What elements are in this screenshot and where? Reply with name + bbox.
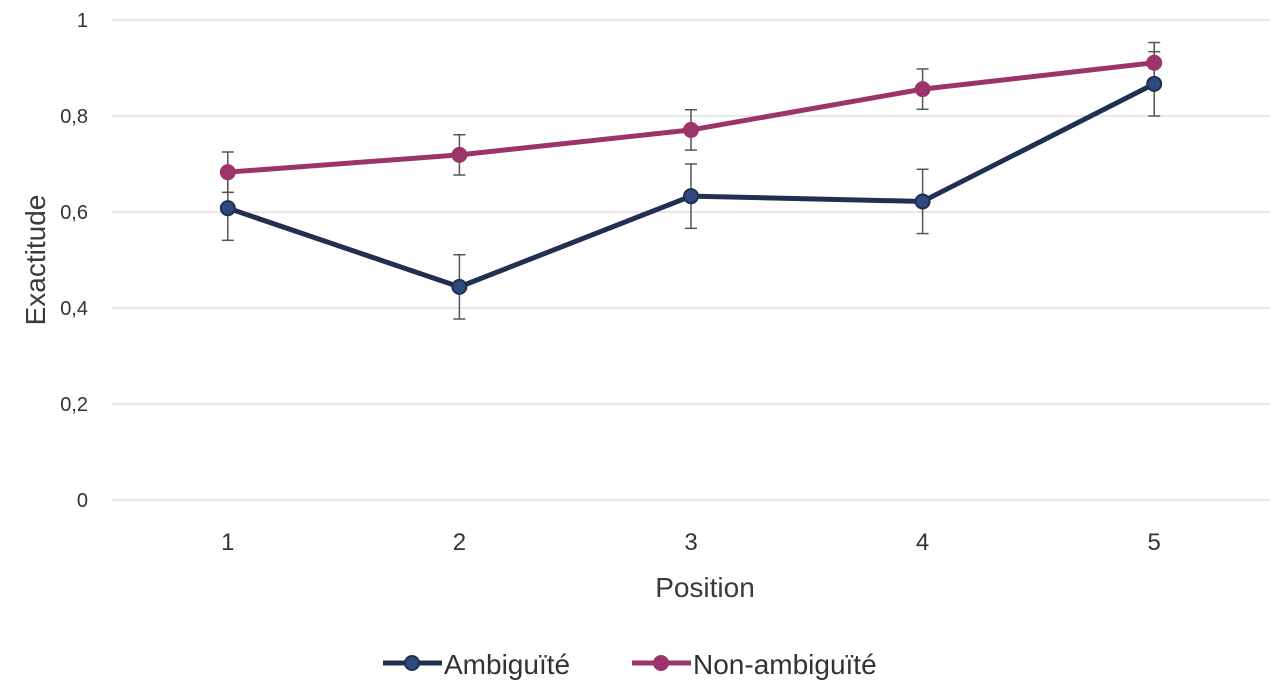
y-tick-labels: 0 0,2 0,4 0,6 0,8 1	[60, 10, 88, 512]
legend-label-ambiguite: Ambiguïté	[444, 649, 570, 680]
data-point	[1146, 54, 1163, 71]
y-tick-label: 1	[77, 10, 88, 32]
data-point	[683, 188, 699, 205]
data-point	[914, 193, 931, 210]
y-tick-label: 0,4	[60, 298, 88, 320]
y-tick-label: 0,8	[60, 106, 88, 128]
legend-label-non-ambiguite: Non-ambiguïté	[693, 649, 877, 680]
data-point	[1146, 75, 1163, 92]
legend-item-ambiguite: Ambiguïté	[383, 649, 570, 680]
data-point	[451, 146, 468, 163]
legend-item-non-ambiguite: Non-ambiguïté	[632, 649, 877, 680]
legend-swatch-marker	[404, 655, 420, 671]
x-tick-label: 3	[684, 529, 697, 556]
data-point	[219, 164, 236, 181]
series-markers	[219, 54, 1163, 295]
x-tick-label: 1	[221, 529, 234, 556]
legend: Ambiguïté Non-ambiguïté	[383, 649, 877, 680]
x-tick-label: 5	[1148, 529, 1161, 556]
y-axis-title: Exactitude	[20, 195, 51, 326]
x-tick-labels: 1 2 3 4 5	[221, 529, 1161, 556]
data-point	[683, 121, 699, 138]
data-point	[914, 81, 931, 98]
x-axis-title: Position	[655, 572, 755, 603]
y-tick-label: 0	[77, 490, 88, 512]
legend-swatch-marker	[653, 655, 669, 671]
data-point	[451, 278, 468, 295]
y-tick-label: 0,6	[60, 202, 88, 224]
gridlines	[112, 19, 1270, 501]
error-bars	[221, 41, 1161, 320]
x-tick-label: 4	[916, 529, 929, 556]
x-tick-label: 2	[453, 529, 466, 556]
data-point	[219, 200, 236, 217]
y-tick-label: 0,2	[60, 394, 88, 416]
